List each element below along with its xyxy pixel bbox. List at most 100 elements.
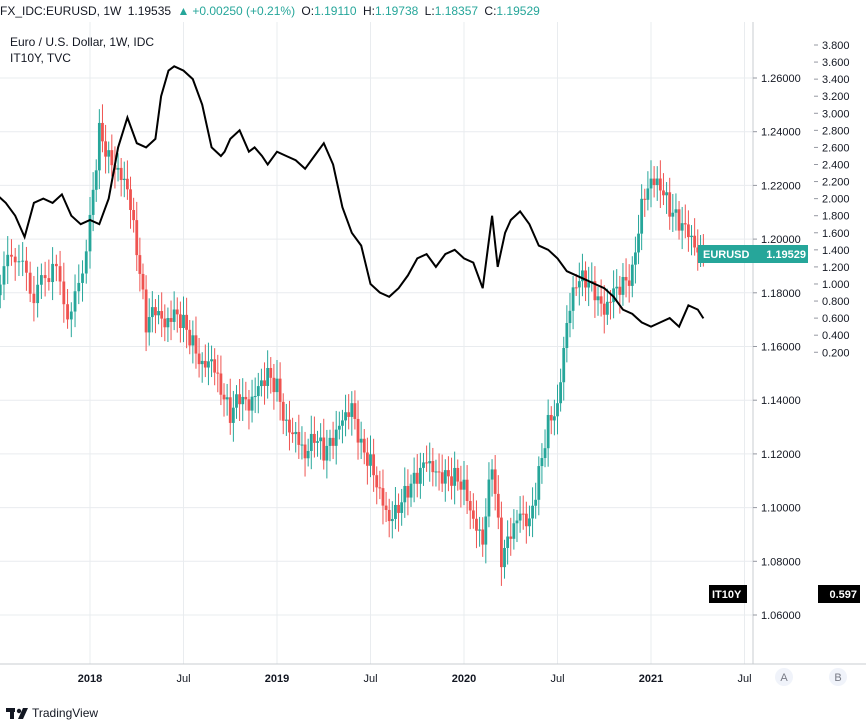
candle-body	[288, 419, 291, 433]
it10y-tick-label: 3.400	[822, 74, 850, 86]
candle-body	[599, 296, 603, 304]
candle-body	[253, 396, 257, 398]
candle-body	[51, 263, 54, 283]
candle-body	[443, 470, 447, 484]
eurusd-tick-label: 1.14000	[761, 395, 801, 407]
tradingview-logo-icon[interactable]	[6, 706, 28, 720]
candle-body	[122, 178, 126, 181]
candle-body	[222, 394, 226, 400]
candle-body	[493, 469, 497, 494]
candle-body	[612, 288, 615, 303]
candle-body	[138, 255, 142, 274]
candle-body	[559, 382, 563, 404]
candle-body	[674, 209, 678, 213]
candle-body	[150, 307, 154, 318]
time-tick-label: Jul	[176, 673, 190, 685]
candle-body	[110, 150, 114, 166]
candle-body	[481, 529, 485, 545]
high-value: 1.19738	[374, 4, 419, 18]
candle-body	[66, 304, 69, 320]
candle-body	[269, 367, 273, 378]
candle-body	[459, 481, 463, 490]
candle-body	[397, 504, 400, 513]
overlay-series-legend[interactable]: IT10Y, TVC	[10, 51, 71, 65]
candle-body	[6, 254, 10, 267]
low-value: 1.18357	[434, 4, 479, 18]
candle-body	[306, 450, 310, 459]
time-tick-label: 2021	[639, 673, 663, 685]
candle-body	[406, 485, 410, 498]
close-label: C:	[484, 4, 497, 18]
candle-body	[256, 386, 260, 397]
time-axis[interactable]: 2018 Jul 2019 Jul 2020 Jul 2021 Jul	[78, 673, 752, 685]
candle-body	[334, 429, 338, 446]
candle-body	[375, 475, 379, 488]
candle-body	[347, 412, 351, 417]
candle-body	[97, 122, 101, 171]
candle-body	[13, 256, 17, 263]
eurusd-candles	[0, 104, 705, 586]
it10y-tick-label: 0.400	[822, 330, 850, 342]
candle-body	[605, 301, 609, 315]
candle-body	[643, 198, 647, 200]
it10y-last-value: 0.597	[829, 589, 857, 601]
candle-body	[418, 467, 422, 484]
candle-body	[297, 431, 301, 445]
eurusd-series-name: EURUSD	[703, 249, 750, 261]
symbol-header: FX_IDC:EURUSD, 1W 1.19535 ▲ +0.00250 (+0.…	[0, 0, 866, 22]
eurusd-tick-label: 1.22000	[761, 180, 801, 192]
it10y-tick-label: 0.800	[822, 296, 850, 308]
scale-button-b[interactable]: B	[829, 668, 847, 686]
candle-body	[630, 264, 634, 286]
candle-body	[415, 472, 419, 484]
candle-body	[655, 178, 659, 185]
candle-body	[372, 454, 376, 476]
candle-body	[503, 547, 506, 568]
eurusd-tick-label: 1.16000	[761, 342, 801, 354]
candle-body	[69, 311, 73, 320]
candle-body	[62, 281, 66, 305]
candle-body	[568, 310, 572, 324]
brand-name[interactable]: TradingView	[32, 706, 99, 720]
it10y-series-name: IT10Y	[712, 589, 742, 601]
time-tick-label: 2018	[78, 673, 102, 685]
candle-body	[624, 276, 628, 281]
candle-body	[440, 472, 444, 484]
symbol-info[interactable]: FX_IDC:EURUSD, 1W	[0, 4, 122, 18]
candle-body	[668, 192, 672, 217]
eurusd-tick-label: 1.08000	[761, 556, 801, 568]
time-tick-label: Jul	[550, 673, 564, 685]
candle-body	[500, 517, 503, 568]
candle-body	[238, 394, 241, 405]
eurusd-tick-label: 1.18000	[761, 288, 801, 300]
candle-body	[309, 433, 313, 451]
candle-body	[665, 192, 668, 196]
main-series-legend[interactable]: Euro / U.S. Dollar, 1W, IDC	[10, 35, 155, 49]
candle-body	[680, 223, 684, 231]
candle-body	[602, 303, 606, 315]
eurusd-axis[interactable]: 1.26000 1.24000 1.22000 1.20000 1.18000 1.160…	[753, 73, 801, 622]
candle-body	[384, 505, 388, 510]
candle-body	[104, 141, 107, 157]
scale-button-a[interactable]: A	[775, 668, 793, 686]
candle-body	[54, 263, 58, 267]
candle-body	[456, 467, 460, 482]
candle-body	[94, 170, 98, 190]
candle-body	[331, 437, 335, 446]
up-arrow-icon: ▲	[177, 4, 190, 18]
candle-body	[534, 499, 538, 506]
candle-body	[119, 167, 123, 181]
it10y-axis[interactable]: 3.800 3.600 3.400 3.200 3.000 2.800 2.600 2.400…	[814, 40, 850, 359]
candle-body	[291, 432, 294, 435]
candle-body	[515, 520, 519, 524]
candle-body	[266, 367, 270, 386]
eurusd-tick-label: 1.06000	[761, 610, 801, 622]
it10y-tick-label: 2.600	[822, 142, 850, 154]
candle-body	[496, 493, 500, 518]
candle-body	[512, 523, 516, 539]
it10y-tick-label: 3.000	[822, 108, 850, 120]
candle-body	[172, 309, 176, 322]
candle-body	[182, 314, 185, 329]
candle-body	[609, 301, 612, 303]
